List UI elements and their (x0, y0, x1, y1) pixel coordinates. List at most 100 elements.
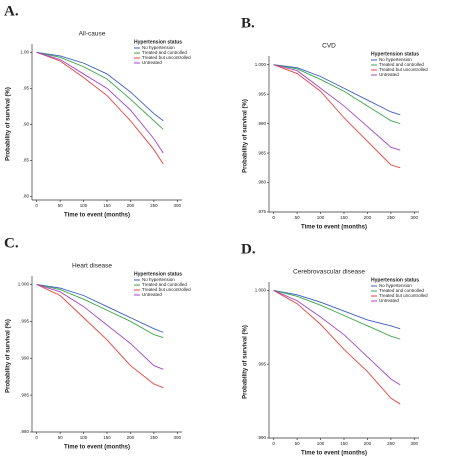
legend-label: Treated but uncontrolled (379, 67, 428, 72)
y-tick-label: .95 (23, 86, 30, 91)
x-tick-label: 100 (80, 203, 88, 208)
survival-curve (273, 64, 401, 116)
x-tick-label: 300 (174, 435, 182, 440)
x-tick-label: 100 (80, 435, 88, 440)
x-axis-label: Time to event (months) (64, 445, 130, 451)
legend-label: Untreated (142, 292, 162, 297)
y-tick-label: .985 (20, 392, 29, 397)
x-tick-label: 150 (340, 215, 348, 220)
x-tick-label: 0 (272, 441, 275, 446)
x-tick-label: 150 (103, 203, 111, 208)
x-tick-label: 0 (272, 215, 275, 220)
x-axis-label: Time to event (months) (301, 225, 367, 231)
x-tick-label: 250 (150, 203, 158, 208)
legend-title: Hypertension status (134, 39, 182, 45)
x-tick-label: 300 (411, 215, 419, 220)
x-tick-label: 200 (127, 435, 135, 440)
x-tick-label: 50 (295, 215, 301, 220)
y-axis-label: Probability of survival (%) (6, 319, 12, 393)
y-tick-label: .90 (23, 122, 30, 127)
x-tick-label: 0 (35, 435, 38, 440)
x-tick-label: 200 (127, 203, 135, 208)
x-tick-label: 50 (58, 203, 64, 208)
y-tick-label: .975 (257, 209, 266, 214)
legend-label: Untreated (142, 60, 162, 65)
survival-curve (273, 64, 401, 151)
y-tick-label: .85 (23, 158, 30, 163)
y-tick-label: .980 (20, 429, 29, 434)
x-tick-label: 200 (364, 215, 372, 220)
legend-label: Treated and controlled (142, 50, 187, 55)
legend-label: Treated but uncontrolled (142, 55, 191, 60)
legend-label: Untreated (379, 298, 399, 303)
chart-title: CVD (322, 43, 336, 50)
chart-title: All-cause (79, 31, 106, 38)
legend-label: Treated but uncontrolled (142, 287, 191, 292)
y-axis-label: Probability of survival (%) (243, 99, 249, 173)
x-tick-label: 250 (387, 441, 395, 446)
legend-label: No hypertension (142, 277, 175, 282)
survival-curve (36, 284, 164, 389)
x-tick-label: 200 (364, 441, 372, 446)
chart-title: Cerebrovascular disease (293, 269, 365, 276)
y-tick-label: .990 (257, 435, 266, 440)
legend-label: No hypertension (379, 57, 412, 62)
survival-curve (36, 284, 164, 370)
y-tick-label: .80 (23, 194, 30, 199)
legend-label: Treated and controlled (142, 282, 187, 287)
y-axis-label: Probability of survival (%) (243, 325, 249, 399)
chart-title: Heart disease (72, 263, 112, 270)
x-tick-label: 50 (58, 435, 64, 440)
survival-curve (273, 290, 401, 405)
survival-curve (273, 64, 401, 169)
y-tick-label: 1.000 (255, 288, 267, 293)
legend-title: Hypertension status (371, 51, 419, 57)
y-tick-label: .990 (20, 355, 29, 360)
legend-label: No hypertension (379, 283, 412, 288)
x-tick-label: 0 (35, 203, 38, 208)
legend-title: Hypertension status (134, 271, 182, 277)
x-axis-label: Time to event (months) (64, 213, 130, 219)
x-tick-label: 300 (411, 441, 419, 446)
survival-curve (36, 51, 164, 165)
survival-curve (36, 283, 164, 333)
x-tick-label: 300 (174, 203, 182, 208)
panel-label: A. (4, 3, 19, 19)
y-tick-label: 1.00 (20, 50, 29, 55)
y-tick-label: 1.000 (255, 62, 267, 67)
x-tick-label: 150 (340, 441, 348, 446)
survival-curve (273, 289, 401, 340)
x-axis-label: Time to event (months) (301, 451, 367, 457)
survival-curve (36, 51, 164, 122)
y-axis-label: Probability of survival (%) (6, 87, 12, 161)
survival-curve (36, 283, 164, 338)
x-tick-label: 100 (317, 441, 325, 446)
x-tick-label: 250 (150, 435, 158, 440)
survival-curve (36, 51, 164, 130)
x-tick-label: 250 (387, 215, 395, 220)
panel-label: C. (4, 235, 19, 251)
y-tick-label: .980 (257, 180, 266, 185)
x-tick-label: 150 (103, 435, 111, 440)
y-tick-label: .995 (257, 91, 266, 96)
legend-label: Treated and controlled (379, 62, 424, 67)
legend-label: Treated and controlled (379, 288, 424, 293)
survival-curve (273, 290, 401, 386)
survival-curve (36, 51, 164, 154)
panel-label: B. (241, 15, 255, 31)
y-tick-label: .995 (257, 361, 266, 366)
legend-label: No hypertension (142, 45, 175, 50)
x-tick-label: 50 (295, 441, 301, 446)
legend-label: Treated but uncontrolled (379, 293, 428, 298)
legend-title: Hypertension status (371, 277, 419, 283)
x-tick-label: 100 (317, 215, 325, 220)
panel-label: D. (241, 241, 256, 257)
survival-curve (273, 64, 401, 125)
y-tick-label: .990 (257, 121, 266, 126)
y-tick-label: .995 (20, 319, 29, 324)
legend-label: Untreated (379, 72, 399, 77)
y-tick-label: .985 (257, 150, 266, 155)
y-tick-label: 1.000 (18, 282, 30, 287)
survival-curve (273, 289, 401, 330)
